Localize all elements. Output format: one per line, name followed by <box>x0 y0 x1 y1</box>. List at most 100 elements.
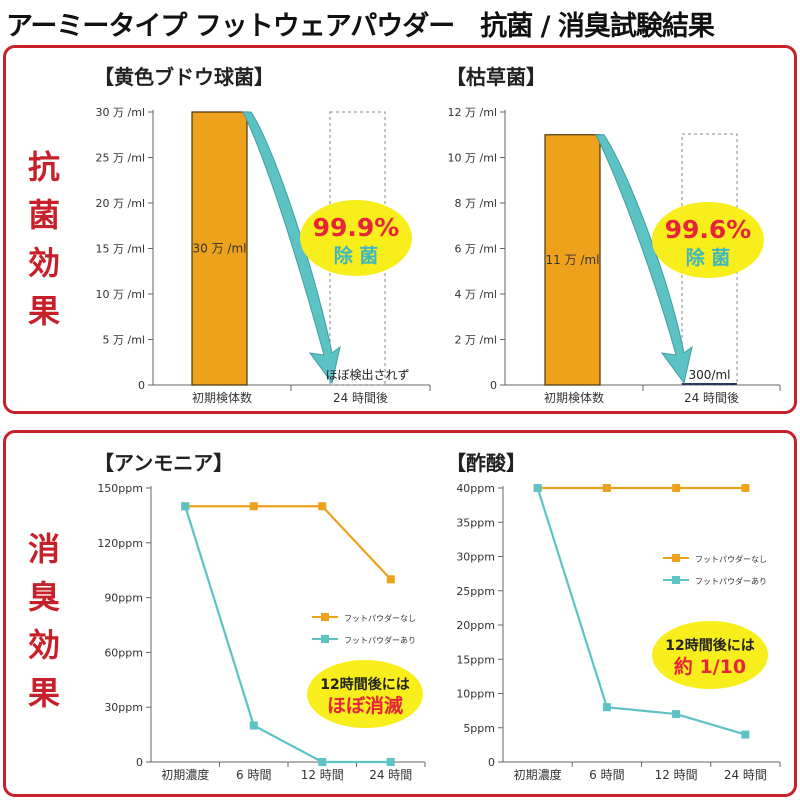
callout-bubble <box>652 202 764 278</box>
x-tick-label: 初期検体数 <box>192 390 252 405</box>
series-marker <box>386 575 395 584</box>
side-char: 効 <box>27 626 60 664</box>
bar-initial <box>544 134 601 386</box>
x-tick-label: 初期濃度 <box>161 767 209 782</box>
x-tick-label: 24 時間後 <box>333 391 388 405</box>
page-title: アーミータイプ フットウェアパウダー 抗菌 / 消臭試験結果 <box>6 11 715 42</box>
antibacterial-panel <box>3 45 797 414</box>
antibacterial-side-label: 抗 菌 効 果 <box>24 143 64 335</box>
y-tick-label: 10 万 /ml <box>96 288 145 301</box>
decrease-arrow <box>595 134 693 385</box>
callout-percent: 99.6% <box>665 215 752 244</box>
bar-label-24h: 300/ml <box>689 368 731 382</box>
side-char: 果 <box>27 292 60 330</box>
series-marker <box>181 502 190 511</box>
y-tick-label: 0 <box>136 756 143 769</box>
series-line <box>185 505 392 581</box>
y-tick-label: 30ppm <box>104 701 143 714</box>
y-tick-label: 60ppm <box>104 646 143 659</box>
deodorant-side-label: 消 臭 効 果 <box>24 525 64 717</box>
y-tick-label: 0 <box>490 379 497 392</box>
callout-line1: 12時間後には <box>665 637 754 654</box>
chart-title-subtilis: 【枯草菌】 <box>446 65 546 89</box>
y-tick-label: 15ppm <box>456 653 495 666</box>
y-tick-label: 30ppm <box>456 551 495 564</box>
series-marker <box>249 502 258 511</box>
y-tick-label: 40ppm <box>456 482 495 495</box>
side-char: 抗 <box>27 148 60 186</box>
series-marker <box>602 484 611 492</box>
x-tick-label: 12 時間 <box>301 768 344 782</box>
x-tick-label: 24 時間 <box>369 768 412 782</box>
y-tick-label: 6 万 /ml <box>455 243 497 256</box>
legend-marker <box>672 576 680 584</box>
callout-text: 除 菌 <box>334 244 379 267</box>
decrease-arrow <box>242 111 341 385</box>
bar-24h <box>682 383 737 385</box>
series-marker <box>386 758 395 766</box>
bar-label-initial: 11 万 /ml <box>546 253 600 267</box>
series-line <box>536 487 746 736</box>
y-tick-label: 35ppm <box>456 516 495 529</box>
side-char: 果 <box>27 674 60 712</box>
y-tick-label: 120ppm <box>97 537 143 550</box>
callout-bubble <box>307 660 423 728</box>
y-tick-label: 2 万 /ml <box>455 334 497 347</box>
y-tick-label: 20ppm <box>456 619 495 632</box>
y-tick-label: 25 万 /ml <box>96 152 145 165</box>
y-tick-label: 12 万 /ml <box>448 106 497 119</box>
x-tick-label: 初期検体数 <box>544 390 604 405</box>
series-line <box>184 505 391 764</box>
y-tick-label: 15 万 /ml <box>96 243 145 256</box>
legend-label: フットパウダーなし <box>695 554 767 564</box>
deodorant-panel <box>3 430 797 797</box>
series-marker <box>533 484 542 492</box>
chart-title-ammonia: 【アンモニア】 <box>94 451 233 475</box>
legend-marker <box>672 554 680 562</box>
legend-label: フットパウダーあり <box>695 576 767 586</box>
series-marker <box>318 758 327 766</box>
y-tick-label: 25ppm <box>456 585 495 598</box>
y-tick-label: 0 <box>488 756 495 769</box>
bar-initial <box>191 111 248 386</box>
callout-text: 除 菌 <box>686 246 731 269</box>
x-tick-label: 初期濃度 <box>514 767 562 782</box>
chart-title-staph: 【黄色ブドウ球菌】 <box>94 65 274 89</box>
bar-reference-outline <box>329 111 386 386</box>
chart-title-acetic: 【酢酸】 <box>446 451 526 475</box>
y-tick-label: 0 <box>138 379 145 392</box>
callout-line2: ほぼ消滅 <box>327 694 403 717</box>
series-marker <box>672 710 681 719</box>
legend-marker <box>321 635 329 643</box>
y-tick-label: 10ppm <box>456 688 495 701</box>
x-tick-label: 12 時間 <box>655 768 698 782</box>
side-char: 消 <box>27 530 60 568</box>
series-marker <box>672 484 681 492</box>
y-tick-label: 150ppm <box>97 482 143 495</box>
side-char: 効 <box>27 244 60 282</box>
callout-line1: 12時間後には <box>320 676 409 693</box>
series-marker <box>249 721 258 730</box>
bar-label-initial: 30 万 /ml <box>193 242 247 256</box>
side-char: 菌 <box>27 196 60 234</box>
x-tick-label: 6 時間 <box>589 768 624 782</box>
x-tick-label: 24 時間後 <box>684 391 739 405</box>
legend-label: フットパウダーなし <box>344 613 416 623</box>
legend-label: フットパウダーあり <box>344 635 416 645</box>
series-marker <box>318 502 327 511</box>
y-tick-label: 10 万 /ml <box>448 152 497 165</box>
y-tick-label: 30 万 /ml <box>96 106 145 119</box>
x-tick-label: 6 時間 <box>236 768 271 782</box>
x-tick-label: 24 時間 <box>724 768 767 782</box>
y-tick-label: 4 万 /ml <box>455 288 497 301</box>
side-char: 臭 <box>27 578 60 616</box>
callout-percent: 99.9% <box>313 213 400 242</box>
bar-label-24h: ほぼ検出されず <box>325 368 409 382</box>
series-marker <box>602 703 611 712</box>
y-tick-label: 90ppm <box>104 592 143 605</box>
callout-line2: 約 1/10 <box>674 655 746 678</box>
y-tick-label: 5ppm <box>463 722 495 735</box>
callout-bubble <box>300 200 412 276</box>
y-tick-label: 20 万 /ml <box>96 197 145 210</box>
